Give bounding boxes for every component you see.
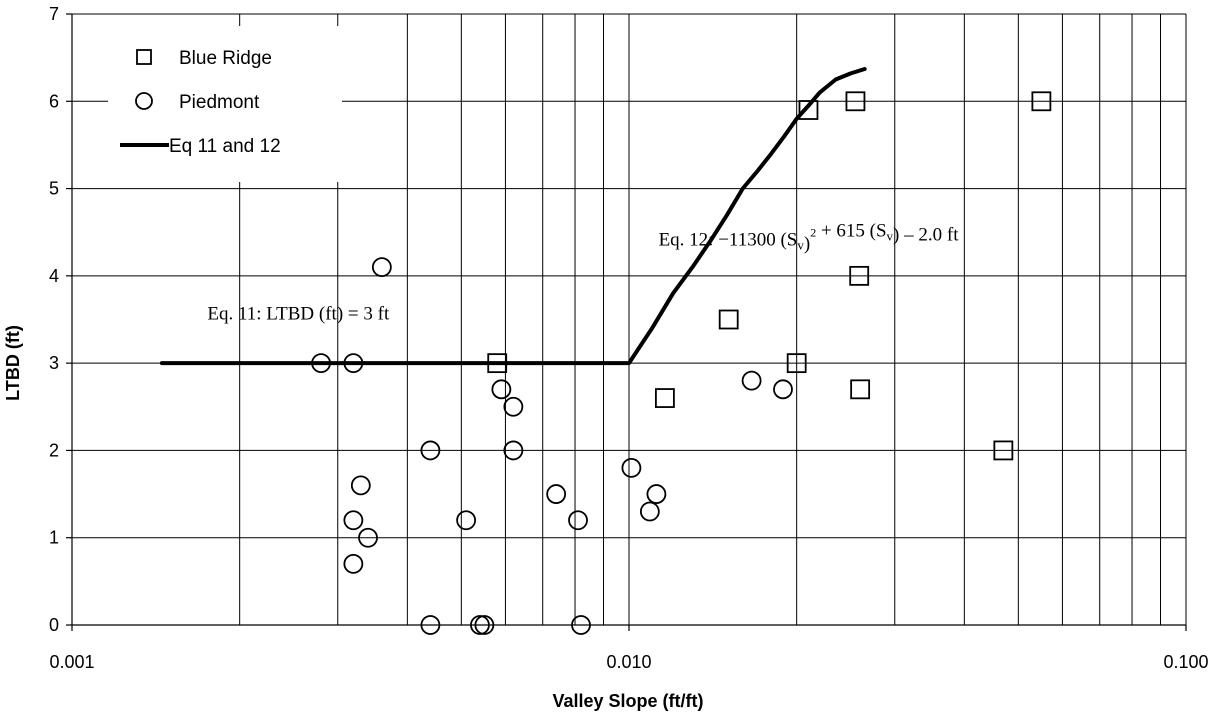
y-tick-label-1: 1 <box>49 528 59 548</box>
piedmont-point-21 <box>741 370 762 391</box>
legend-label-piedmont: Piedmont <box>179 92 260 113</box>
piedmont-point-14 <box>503 440 524 461</box>
piedmont-point-10 <box>470 615 490 635</box>
y-tick-label-6: 6 <box>49 91 59 111</box>
blue-ridge-point-9 <box>1031 91 1052 112</box>
x-tick-label-0: 0.001 <box>49 652 94 672</box>
legend: Blue Ridge Piedmont Eq 11 and 12 <box>108 26 342 182</box>
piedmont-point-12 <box>491 379 512 400</box>
piedmont-point-20 <box>646 484 667 504</box>
eq-11-and-12-line <box>159 67 867 366</box>
series-eq-11-and-12 <box>159 67 867 366</box>
piedmont-point-3 <box>350 475 371 496</box>
legend-marker-blue-ridge <box>136 49 152 65</box>
y-tick-label-3: 3 <box>49 353 59 373</box>
legend-label-eq-11-and-12: Eq 11 and 12 <box>169 136 281 157</box>
blue-ridge-point-1 <box>655 388 675 408</box>
data-points <box>311 91 1052 635</box>
y-tick-label-2: 2 <box>49 440 59 460</box>
legend-label-blue-ridge: Blue Ridge <box>179 48 272 69</box>
y-tick-label-5: 5 <box>49 179 59 199</box>
blue-ridge-point-5 <box>845 91 866 112</box>
y-tick-label-0: 0 <box>49 615 59 635</box>
x-tick-label-1: 0.010 <box>606 652 651 672</box>
annotation-eq12: Eq. 12: −11300 (Sv)2 + 615 (Sv) – 2.0 ft <box>659 220 960 254</box>
axes <box>66 13 1187 631</box>
piedmont-point-15 <box>546 484 567 504</box>
y-tick-label-4: 4 <box>49 266 59 286</box>
piedmont-point-13 <box>503 396 524 417</box>
piedmont-point-17 <box>571 615 591 635</box>
piedmont-point-2 <box>371 257 392 278</box>
blue-ridge-point-8 <box>993 440 1014 461</box>
annotation-eq11: Eq. 11: LTBD (ft) = 3 ft <box>207 304 390 325</box>
piedmont-point-22 <box>773 379 793 400</box>
piedmont-point-18 <box>621 457 642 478</box>
annotations: Eq. 11: LTBD (ft) = 3 ft Eq. 12: −11300 (… <box>207 220 959 324</box>
tick-labels: 0 1 2 3 4 5 6 7 0.001 0.010 0.100 <box>49 4 1209 672</box>
blue-ridge-point-3 <box>786 353 807 374</box>
piedmont-point-16 <box>568 510 588 531</box>
blue-ridge-point-2 <box>718 309 739 330</box>
piedmont-point-7 <box>420 440 441 461</box>
piedmont-point-11 <box>474 615 495 635</box>
x-axis-title: Valley Slope (ft/ft) <box>552 691 703 711</box>
blue-ridge-point-4 <box>798 100 819 120</box>
legend-marker-piedmont <box>135 92 153 110</box>
blue-ridge-point-6 <box>849 265 870 286</box>
piedmont-point-5 <box>358 527 378 548</box>
x-tick-label-2: 0.100 <box>1163 652 1208 672</box>
piedmont-point-4 <box>343 510 364 531</box>
y-axis-title: LTBD (ft) <box>3 325 23 401</box>
blue-ridge-point-0 <box>487 353 508 374</box>
piedmont-point-8 <box>420 615 441 635</box>
blue-ridge-point-7 <box>850 379 871 400</box>
piedmont-point-1 <box>343 353 364 374</box>
piedmont-point-6 <box>343 554 364 574</box>
grid-lines <box>71 13 1187 626</box>
piedmont-point-19 <box>639 501 660 522</box>
y-tick-label-7: 7 <box>49 4 59 24</box>
piedmont-point-0 <box>311 353 331 374</box>
piedmont-point-9 <box>456 510 477 531</box>
